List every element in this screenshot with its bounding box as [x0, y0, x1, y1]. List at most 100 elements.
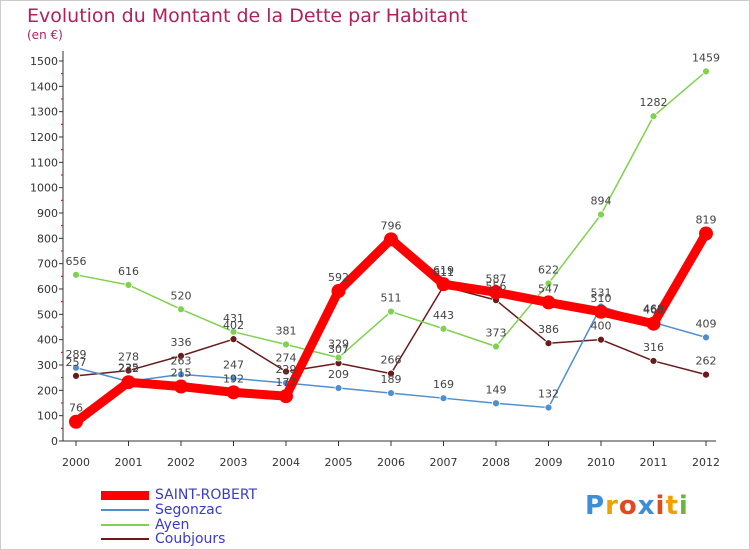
data-label: 209 — [328, 368, 349, 381]
data-label: 443 — [433, 309, 454, 322]
data-label: 266 — [381, 354, 402, 367]
data-label: 192 — [223, 372, 244, 385]
data-point — [544, 403, 553, 412]
data-label: 149 — [486, 383, 507, 396]
legend-label: Segonzac — [155, 502, 223, 518]
data-label: 894 — [591, 195, 612, 208]
data-point — [124, 281, 133, 289]
data-point — [69, 414, 83, 429]
data-label: 76 — [69, 402, 83, 415]
data-label: 232 — [118, 362, 139, 375]
y-tick-label: 1500 — [30, 55, 58, 68]
data-point — [492, 399, 500, 408]
data-label: 132 — [538, 388, 559, 401]
data-label: 511 — [381, 292, 402, 305]
data-label: 289 — [66, 348, 87, 361]
data-point — [702, 67, 710, 76]
data-point — [387, 307, 395, 316]
data-label: 381 — [276, 324, 297, 337]
data-label: 611 — [433, 266, 454, 279]
x-tick-label: 2004 — [272, 456, 300, 469]
data-point — [489, 285, 503, 300]
x-tick-label: 2002 — [167, 456, 195, 469]
data-point — [597, 335, 605, 344]
data-label: 468 — [643, 302, 664, 315]
data-point — [436, 277, 451, 292]
x-tick-label: 2001 — [115, 456, 143, 469]
data-point — [177, 351, 185, 360]
data-point — [331, 284, 346, 299]
data-label: 189 — [381, 373, 402, 386]
data-label: 274 — [276, 352, 297, 365]
y-tick-label: 600 — [37, 283, 58, 296]
data-point — [702, 333, 710, 342]
data-point — [72, 371, 80, 380]
data-point — [72, 363, 80, 372]
y-tick-label: 400 — [37, 334, 58, 347]
data-point — [229, 335, 238, 344]
data-label: 247 — [223, 358, 244, 371]
x-tick-label: 2011 — [640, 456, 668, 469]
y-tick-label: 1200 — [30, 131, 58, 144]
data-point — [597, 210, 605, 219]
data-point — [699, 226, 713, 241]
data-point — [544, 279, 553, 288]
x-tick-label: 2012 — [692, 456, 720, 469]
y-tick-label: 0 — [51, 435, 58, 448]
logo-letter: t — [665, 491, 679, 521]
chart-title: Evolution du Montant de la Dette par Hab… — [27, 5, 468, 27]
data-label: 592 — [328, 271, 349, 284]
x-tick-label: 2003 — [220, 456, 248, 469]
y-tick-label: 1000 — [30, 182, 58, 195]
data-point — [121, 375, 136, 390]
data-label: 373 — [486, 327, 507, 340]
data-label: 619 — [433, 264, 454, 277]
data-label: 796 — [381, 219, 402, 232]
legend-label: SAINT-ROBERT — [155, 487, 258, 503]
data-label: 463 — [643, 304, 664, 317]
proxiti-logo: Proxiti — [585, 491, 689, 521]
logo-letter: i — [655, 491, 666, 521]
data-label: 262 — [696, 355, 717, 368]
data-point — [334, 353, 343, 362]
x-tick-label: 2005 — [325, 456, 353, 469]
y-tick-label: 100 — [37, 410, 58, 423]
data-point — [72, 270, 80, 279]
data-label: 547 — [538, 282, 559, 295]
legend-swatch — [101, 524, 149, 526]
x-tick-label: 2010 — [587, 456, 615, 469]
data-point — [177, 370, 185, 379]
x-tick-label: 2009 — [535, 456, 563, 469]
data-point — [492, 342, 500, 351]
data-label: 316 — [643, 341, 664, 354]
x-tick-label: 2008 — [482, 456, 510, 469]
data-point — [229, 374, 238, 383]
data-point — [387, 389, 395, 398]
x-tick-label: 2000 — [62, 456, 90, 469]
logo-letter: x — [637, 491, 656, 521]
data-label: 386 — [538, 323, 559, 336]
legend-swatch — [101, 490, 149, 500]
data-point — [177, 305, 185, 314]
data-label: 819 — [696, 214, 717, 227]
data-label: 400 — [591, 320, 612, 333]
y-tick-label: 300 — [37, 359, 58, 372]
y-tick-label: 900 — [37, 207, 58, 220]
data-point — [279, 389, 293, 404]
data-point — [226, 385, 241, 400]
legend-label: Coubjours — [155, 531, 226, 547]
data-label: 510 — [591, 292, 612, 305]
data-label: 431 — [223, 312, 244, 325]
data-point — [544, 339, 553, 348]
chart-subtitle: (en €) — [27, 28, 63, 42]
data-point — [594, 304, 608, 319]
data-label: 169 — [433, 378, 454, 391]
logo-letter: P — [585, 491, 606, 521]
data-label: 556 — [486, 280, 507, 293]
data-label: 656 — [66, 255, 87, 268]
data-label: 402 — [223, 319, 244, 332]
legend-label: Ayen — [155, 517, 190, 533]
data-point — [649, 112, 658, 121]
data-point — [334, 384, 343, 392]
